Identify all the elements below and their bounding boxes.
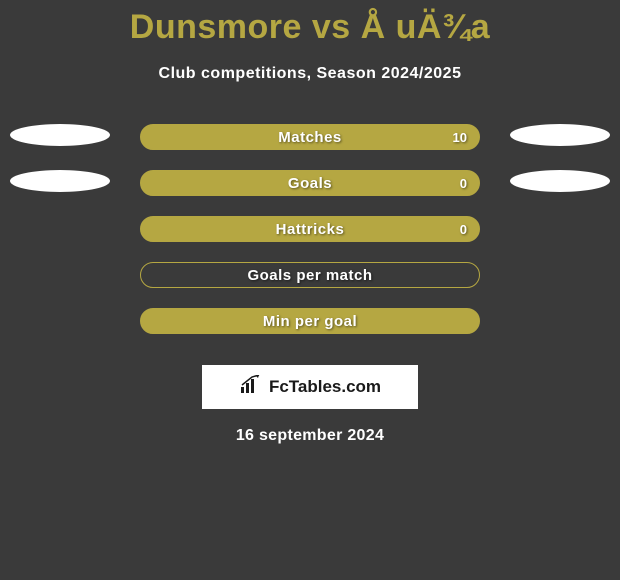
stat-bar: Hattricks 0 [140,216,480,242]
stat-bar: Matches 10 [140,124,480,150]
logo-box[interactable]: FcTables.com [202,365,418,409]
stat-label: Goals [288,175,332,192]
stat-bar: Goals per match [140,262,480,288]
stat-value-right: 0 [460,176,467,191]
stat-row: Goals per match [0,259,620,305]
logo-text: FcTables.com [269,377,381,397]
stat-label: Matches [278,129,342,146]
main-container: Dunsmore vs Å uÄ¾a Club competitions, Se… [0,0,620,445]
stat-value-right: 10 [453,130,467,145]
right-ellipse [510,170,610,192]
stat-bar: Min per goal [140,308,480,334]
stats-list: Matches 10 Goals 0 Hattricks 0 Goals per match… [0,121,620,351]
right-ellipse [510,124,610,146]
stat-row: Min per goal [0,305,620,351]
stat-row: Matches 10 [0,121,620,167]
subtitle: Club competitions, Season 2024/2025 [0,65,620,83]
left-ellipse [10,124,110,146]
stat-label: Hattricks [276,221,345,238]
date-text: 16 september 2024 [0,427,620,445]
left-ellipse [10,170,110,192]
stat-label: Goals per match [247,267,372,284]
stat-label: Min per goal [263,313,357,330]
chart-icon [239,375,263,400]
page-title: Dunsmore vs Å uÄ¾a [0,8,620,47]
stat-bar: Goals 0 [140,170,480,196]
stat-value-right: 0 [460,222,467,237]
stat-row: Goals 0 [0,167,620,213]
stat-row: Hattricks 0 [0,213,620,259]
